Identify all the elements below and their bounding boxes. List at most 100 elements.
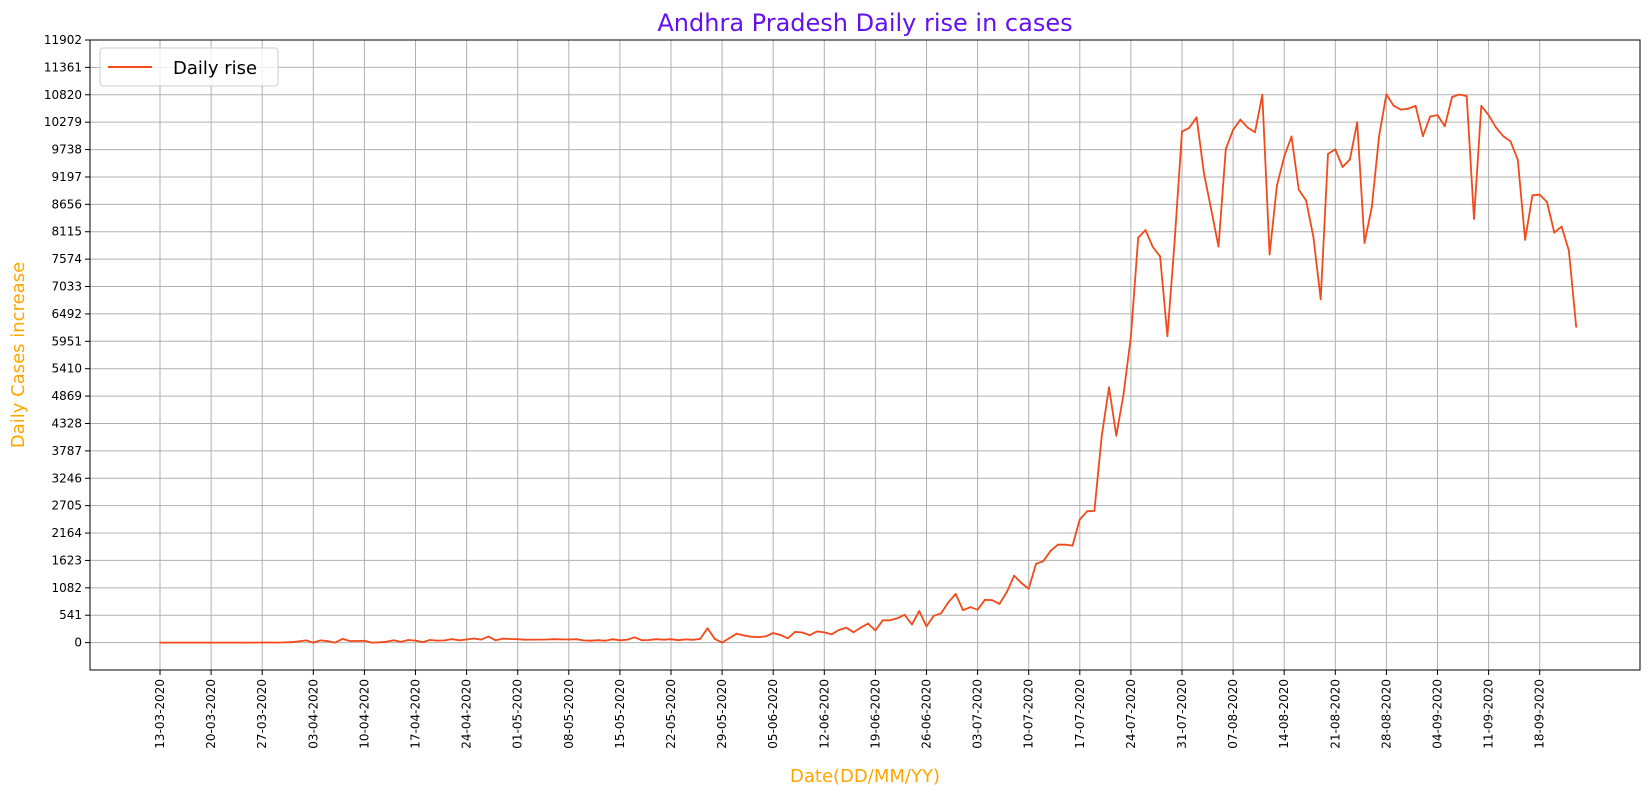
data-point xyxy=(1465,95,1468,97)
data-point xyxy=(341,638,344,640)
data-point xyxy=(1027,587,1030,590)
x-tick-label: 22-05-2020 xyxy=(664,679,678,749)
data-point xyxy=(772,632,775,634)
data-point xyxy=(1261,93,1264,96)
data-point xyxy=(268,641,271,644)
data-point xyxy=(1502,135,1505,138)
data-point xyxy=(1254,131,1256,134)
data-point xyxy=(443,639,446,642)
x-axis-title: Date(DD/MM/YY) xyxy=(790,766,940,787)
x-tick-label: 24-07-2020 xyxy=(1124,679,1138,749)
data-point xyxy=(254,641,256,644)
data-point xyxy=(859,626,862,629)
data-point xyxy=(1188,126,1191,129)
data-point xyxy=(327,640,329,643)
data-point xyxy=(1203,172,1205,174)
data-point xyxy=(319,639,322,642)
data-point xyxy=(984,598,986,601)
data-point xyxy=(670,638,672,641)
data-point xyxy=(1283,155,1286,158)
data-point xyxy=(1268,253,1271,256)
data-point xyxy=(246,641,249,644)
x-tick-label: 03-04-2020 xyxy=(306,679,320,749)
y-tick-label: 6492 xyxy=(51,307,82,321)
y-tick-label: 10820 xyxy=(44,88,82,102)
data-point xyxy=(305,639,307,642)
data-point xyxy=(655,638,658,641)
data-point xyxy=(911,623,913,626)
data-point xyxy=(1378,135,1380,138)
data-point xyxy=(1553,231,1556,234)
data-point xyxy=(1458,93,1461,96)
y-tick-label: 2705 xyxy=(51,499,82,513)
data-point xyxy=(816,630,818,633)
data-point xyxy=(1370,206,1373,209)
y-tick-label: 5410 xyxy=(51,362,82,376)
x-tick-label: 26-06-2020 xyxy=(920,679,934,749)
x-tick-label: 01-05-2020 xyxy=(511,679,525,749)
x-tick-label: 10-04-2020 xyxy=(357,679,371,749)
data-point xyxy=(261,641,264,644)
data-point xyxy=(290,641,293,644)
data-point xyxy=(808,634,811,637)
data-point xyxy=(210,641,213,644)
data-point xyxy=(465,638,468,641)
data-point xyxy=(1246,126,1249,129)
data-point xyxy=(845,626,848,629)
data-point xyxy=(1568,249,1570,252)
y-tick-label: 4869 xyxy=(51,389,82,403)
x-tick-label: 08-05-2020 xyxy=(562,679,576,749)
data-point xyxy=(852,631,855,634)
data-point xyxy=(743,634,745,637)
data-point xyxy=(713,638,716,640)
data-point xyxy=(648,639,650,641)
data-point xyxy=(604,639,607,642)
data-point xyxy=(611,638,614,641)
data-point xyxy=(283,641,285,644)
y-tick-label: 3246 xyxy=(51,471,82,485)
x-tick-label: 05-06-2020 xyxy=(766,679,780,749)
data-point xyxy=(239,641,242,644)
data-point xyxy=(765,635,767,638)
x-tick-label: 14-08-2020 xyxy=(1277,679,1291,749)
data-point xyxy=(896,617,899,620)
data-point xyxy=(1173,239,1176,242)
data-point xyxy=(516,638,519,641)
data-point xyxy=(312,641,315,644)
data-point xyxy=(889,619,891,622)
data-point xyxy=(1473,218,1475,220)
data-point xyxy=(1487,114,1490,116)
data-point xyxy=(867,622,869,625)
data-point xyxy=(582,639,585,642)
data-point xyxy=(531,638,534,641)
data-point xyxy=(991,599,994,602)
data-point xyxy=(1327,153,1329,155)
data-point xyxy=(458,639,461,642)
data-point xyxy=(1495,126,1497,129)
data-point xyxy=(1035,563,1037,565)
data-point xyxy=(1334,148,1337,151)
data-point xyxy=(385,640,388,643)
data-point xyxy=(1407,107,1410,110)
y-tick-label: 1623 xyxy=(51,553,82,567)
data-point xyxy=(400,641,402,643)
data-point xyxy=(1341,166,1344,168)
data-point xyxy=(1217,245,1220,248)
data-point xyxy=(1049,549,1052,552)
data-point xyxy=(801,631,804,634)
data-point xyxy=(195,641,198,644)
data-point xyxy=(1020,582,1023,584)
data-point xyxy=(1575,326,1578,328)
data-layer xyxy=(159,93,1578,644)
data-point xyxy=(976,608,979,611)
legend-box xyxy=(99,47,279,87)
data-point xyxy=(1509,140,1512,143)
legend-label: Daily rise xyxy=(173,58,257,79)
y-tick-label: 11361 xyxy=(44,60,82,74)
data-point xyxy=(1151,246,1154,248)
data-point xyxy=(1166,335,1169,338)
x-tick-label: 29-05-2020 xyxy=(715,679,729,749)
data-point xyxy=(1078,518,1081,521)
data-point xyxy=(1108,386,1110,389)
data-point xyxy=(1100,435,1103,438)
